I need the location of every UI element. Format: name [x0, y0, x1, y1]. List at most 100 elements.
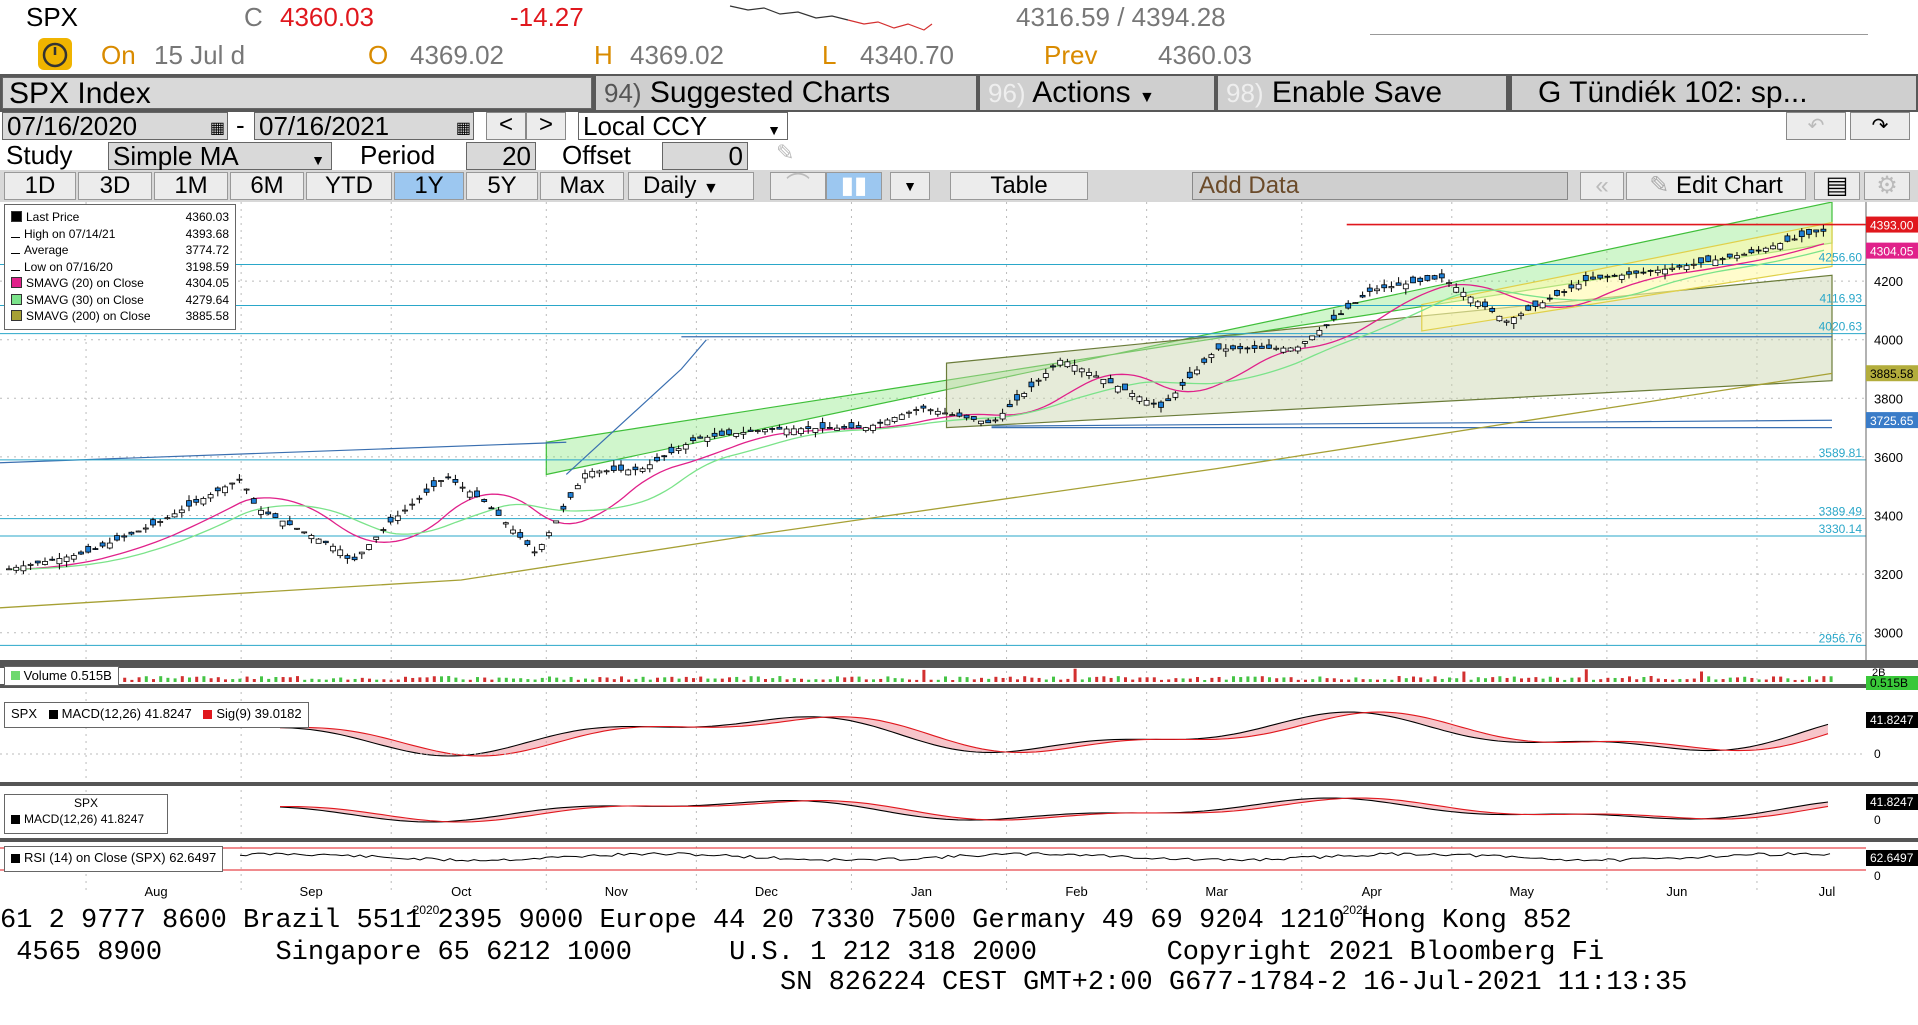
candle-body [1057, 359, 1064, 366]
volume-bar [886, 676, 890, 682]
volume-bar [1332, 678, 1336, 682]
candle-body [1554, 290, 1560, 296]
volume-bar [411, 677, 415, 682]
next-period-button[interactable]: > [526, 112, 566, 140]
suggested-label: Suggested Charts [649, 76, 891, 109]
header-rule [1370, 34, 1868, 35]
undo-icon[interactable]: ↶ [1786, 112, 1846, 140]
frequency-select[interactable]: Daily ▼ [628, 172, 754, 200]
volume-bar [490, 679, 494, 682]
y-tick-label: 4200 [1874, 274, 1903, 289]
candle-body [1496, 315, 1503, 322]
calendar-icon[interactable]: ▦ [455, 120, 471, 137]
pencil-icon[interactable]: ✎ [776, 140, 795, 165]
volume-bar [576, 679, 580, 682]
candle-body [524, 540, 531, 545]
volume-bar [1275, 678, 1279, 682]
volume-bar [1030, 677, 1034, 682]
range-1m-button[interactable]: 1M [154, 172, 228, 200]
line-chart-icon[interactable]: ⌒ [770, 172, 826, 200]
gauge-icon[interactable] [38, 38, 72, 70]
volume-bar [425, 677, 429, 682]
edit-chart-button[interactable]: ✎ Edit Chart [1626, 172, 1806, 200]
x-tick-label: Nov [605, 884, 629, 899]
x-tick-label: Feb [1065, 884, 1087, 899]
candle-body [1726, 253, 1733, 258]
candle-body [214, 487, 221, 492]
legend-label: Last Price [26, 210, 80, 224]
volume-bar [1671, 679, 1675, 682]
template-button[interactable]: G Tündiék 102: sp... [1512, 76, 1918, 110]
candle-body [438, 480, 444, 482]
range-5y-button[interactable]: 5Y [466, 172, 538, 200]
volume-bar [1052, 676, 1055, 682]
low-price: 4340.70 [860, 40, 954, 70]
volume-bar [915, 679, 919, 682]
volume-bar [1462, 671, 1466, 682]
candle-body [373, 536, 380, 540]
volume-bar [1628, 676, 1631, 682]
candle-body [978, 420, 984, 425]
candle-body [963, 414, 970, 419]
volume-bar [850, 676, 854, 682]
candle-body [812, 428, 819, 433]
study-select[interactable]: Simple MA ▼ [108, 142, 332, 170]
currency-select[interactable]: Local CCY ▼ [578, 112, 788, 140]
candle-body [877, 421, 884, 424]
footer-line-3: SN 826224 CEST GMT+2:00 G677-1784-2 16-J… [780, 968, 1688, 998]
volume-bar [800, 678, 803, 682]
volume-bar [785, 679, 789, 682]
calendar-icon[interactable]: ▦ [209, 120, 225, 137]
volume-bar [1080, 679, 1084, 682]
volume-bar [591, 679, 595, 682]
security-field[interactable]: SPX Index [2, 77, 592, 110]
candle-body [452, 479, 459, 483]
x-tick-label: Dec [755, 884, 779, 899]
chart-options-icon[interactable]: ▤ [1814, 172, 1860, 200]
candle-body [783, 428, 790, 436]
macd2-label: SPX MACD(12,26) 41.8247 [4, 794, 168, 834]
volume-bar [1404, 678, 1408, 682]
candle-body [1489, 308, 1496, 312]
range-6m-button[interactable]: 6M [230, 172, 304, 200]
volume-bar [1008, 676, 1012, 682]
candle-body [1093, 375, 1100, 378]
add-data-input[interactable]: Add Data [1192, 172, 1568, 200]
table-button[interactable]: Table [950, 172, 1088, 200]
rsi-badge-label: 62.6497 [1870, 851, 1914, 865]
range-1y-button[interactable]: 1Y [394, 172, 464, 200]
candle-body [884, 419, 891, 426]
period-field[interactable]: 20 [466, 142, 536, 170]
volume-bar [173, 678, 177, 682]
panel-divider [0, 782, 1918, 786]
volume-bar [620, 676, 623, 682]
candle-body [193, 498, 200, 503]
chart-type-dropdown[interactable]: ▼ [890, 172, 930, 200]
candle-body [819, 422, 826, 429]
start-date-field[interactable]: 07/16/2020 ▦ [2, 112, 228, 140]
prev-period-button[interactable]: < [486, 112, 526, 140]
range-3d-button[interactable]: 3D [78, 172, 152, 200]
collapse-icon[interactable]: « [1580, 172, 1624, 200]
actions-button[interactable]: 96) Actions ▼ [980, 76, 1216, 110]
volume-bar [418, 677, 422, 682]
candle-body [610, 465, 617, 471]
date-dash: - [236, 110, 245, 140]
suggested-charts-button[interactable]: 94) Suggested Charts [596, 76, 978, 110]
redo-icon[interactable]: ↷ [1850, 112, 1910, 140]
candle-body [13, 566, 20, 571]
candle-chart-icon[interactable]: ▮▮ [826, 172, 882, 200]
enable-save-button[interactable]: 98) Enable Save [1218, 76, 1508, 110]
range-max-button[interactable]: Max [540, 172, 624, 200]
volume-bar [1196, 677, 1199, 682]
gear-icon[interactable]: ⚙ [1864, 172, 1910, 200]
volume-bar [1455, 678, 1459, 682]
range-ytd-button[interactable]: YTD [306, 172, 392, 200]
high-label: H [594, 40, 613, 70]
candle-body [920, 405, 927, 409]
offset-field[interactable]: 0 [662, 142, 748, 170]
volume-bar [180, 676, 184, 682]
end-date-field[interactable]: 07/16/2021 ▦ [254, 112, 474, 140]
range-1d-button[interactable]: 1D [4, 172, 76, 200]
